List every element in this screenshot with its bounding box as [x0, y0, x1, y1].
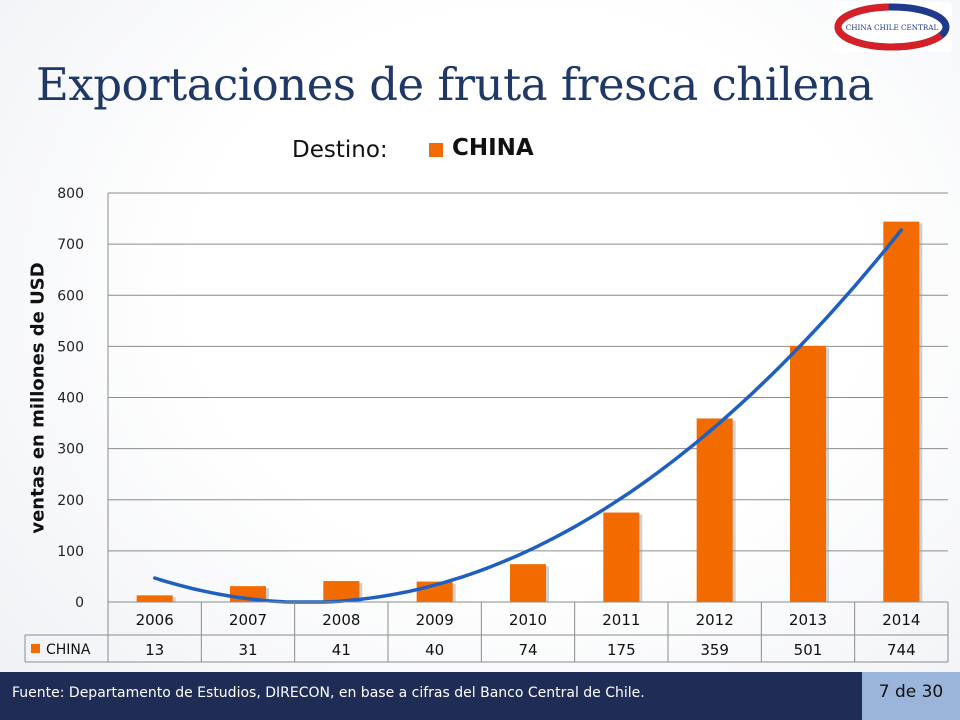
bar-2012 [696, 418, 733, 602]
data-label: 175 [607, 641, 636, 659]
page-number: 7 de 30 [878, 682, 944, 702]
trend-line-group [152, 228, 904, 604]
x-tick-label: 2006 [136, 611, 174, 629]
data-label: 31 [238, 641, 257, 659]
trend-line [152, 228, 904, 604]
x-tick-label: 2013 [789, 611, 827, 629]
bar-2014 [883, 221, 920, 602]
y-tick-label: 300 [57, 442, 84, 458]
bar-2010 [510, 564, 546, 602]
footer: Fuente: Departamento de Estudios, DIRECO… [0, 672, 862, 720]
x-tick-label: 2011 [602, 611, 640, 629]
bar-2013 [790, 345, 826, 602]
data-table: 2006 13 2007 31 2008 41 2009 40 2010 74 2011 175 201… [24, 601, 949, 663]
y-tick-label: 400 [57, 391, 84, 407]
logo-text: CHINA CHILE CENTRAL [846, 23, 939, 32]
bar-2008 [323, 581, 360, 602]
data-label: 40 [425, 641, 444, 659]
x-tick-label: 2007 [229, 611, 267, 629]
x-tick-label: 2012 [696, 611, 734, 629]
bar-2006 [136, 595, 173, 602]
data-label: 13 [145, 641, 164, 659]
data-label: 744 [887, 641, 916, 659]
y-tick-label: 700 [57, 237, 84, 253]
data-label: 41 [332, 641, 351, 659]
y-tick-labels: 0 100 200 300 400 500 600 700 800 [57, 186, 84, 611]
x-tick-label: 2014 [882, 611, 920, 629]
legend-swatch [429, 143, 443, 157]
y-tick-label: 500 [57, 339, 84, 355]
table-legend-swatch [31, 644, 40, 653]
bars [136, 221, 923, 602]
source-note: Fuente: Departamento de Estudios, DIRECO… [12, 685, 645, 701]
x-tick-label: 2010 [509, 611, 547, 629]
table-series-name: CHINA [46, 642, 91, 658]
data-label: 74 [518, 641, 537, 659]
data-label: 359 [700, 641, 729, 659]
bar-2011 [603, 512, 640, 602]
y-tick-label: 100 [57, 544, 84, 560]
y-tick-label: 800 [57, 186, 84, 202]
y-tick-label: 0 [75, 595, 84, 611]
x-tick-label: 2009 [416, 611, 454, 629]
y-tick-label: 600 [57, 288, 84, 304]
china-chile-central-logo: CHINA CHILE CENTRAL [832, 2, 952, 52]
slide-title: Exportaciones de fruta fresca chilena [36, 58, 874, 111]
x-tick-label: 2008 [322, 611, 360, 629]
data-label: 501 [794, 641, 823, 659]
legend-series-name: CHINA [452, 135, 534, 161]
page-indicator: 7 de 30 [862, 672, 960, 720]
y-tick-label: 200 [57, 493, 84, 509]
legend-label: Destino: [292, 137, 388, 163]
